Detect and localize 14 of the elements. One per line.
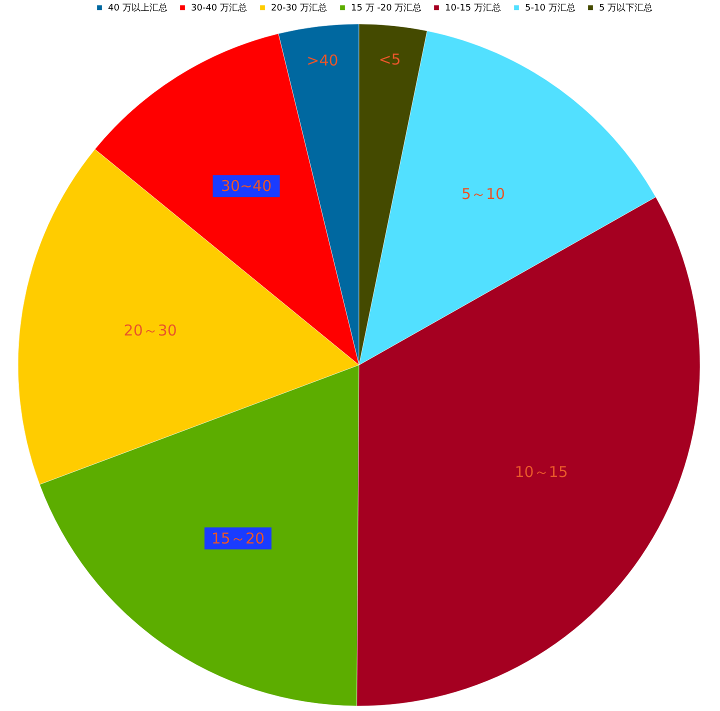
legend-label: 10-15 万汇总 [445,2,502,14]
text: 20～30 [124,322,177,340]
text: <5 [378,50,401,69]
legend-label: 30-40 万汇总 [191,2,248,14]
legend-label: 40 万以上汇总 [108,2,168,14]
legend-label: 5 万以下汇总 [599,2,653,14]
text: 10～15 [514,463,568,482]
text: 5～10 [461,184,506,203]
legend-label: 15 万 -20 万汇总 [351,2,422,14]
text: >40 [306,51,338,70]
legend-label: 5-10 万汇总 [525,2,576,14]
text: 15～20 [211,529,265,548]
text: 30~40 [220,177,272,196]
legend-label: 20-30 万汇总 [271,2,328,14]
